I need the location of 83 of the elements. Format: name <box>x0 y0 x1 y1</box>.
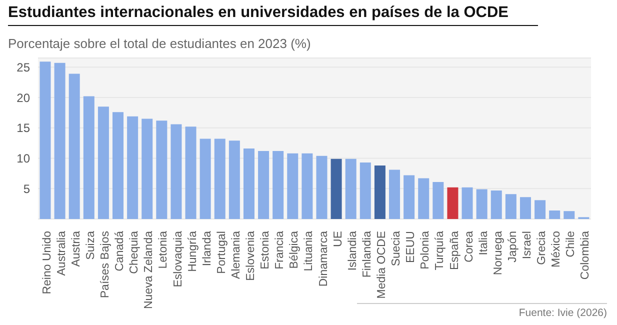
chart-title: Estudiantes internacionales en universidades en países de la OCDE <box>8 4 538 26</box>
bar <box>360 162 371 219</box>
x-tick-label: Lituania <box>303 230 316 272</box>
bar <box>170 124 182 219</box>
x-tick-label: Austria <box>70 230 82 267</box>
bar <box>258 150 270 219</box>
x-tick-label: Suiza <box>84 230 97 260</box>
bar <box>534 200 546 219</box>
x-tick-label: Hungría <box>186 230 199 272</box>
x-tick-label: Eslovenia <box>245 230 258 281</box>
y-tick-label: 10 <box>16 152 30 166</box>
x-tick-label: Suecia <box>390 230 403 266</box>
source-note: Fuente: Ivie (2026) <box>357 303 607 319</box>
x-tick-label: Grecia <box>536 230 548 265</box>
x-tick-label: Japón <box>506 231 519 262</box>
bar <box>302 153 313 219</box>
chart-subtitle: Porcentaje sobre el total de estudiantes en 2023 (%) <box>8 36 311 51</box>
x-tick-label: Finlandia <box>361 230 374 278</box>
bar <box>462 187 473 219</box>
x-tick-label: Bélgica <box>288 230 301 269</box>
bar <box>418 178 430 219</box>
bar <box>142 118 153 219</box>
x-tick-label: Francia <box>274 230 286 270</box>
x-tick-label: Italia <box>478 230 490 256</box>
bar <box>389 170 400 219</box>
bar <box>156 120 168 219</box>
x-tick-label: Eslovaquia <box>172 230 184 288</box>
y-tick-label: 5 <box>23 182 30 196</box>
y-tick-label: 15 <box>16 121 30 136</box>
x-tick-label: Irlanda <box>201 230 214 266</box>
bar <box>549 210 560 219</box>
bar <box>330 158 342 219</box>
y-tick-label: 25 <box>16 60 30 74</box>
bar <box>374 166 386 219</box>
x-tick-label: Media OCDE <box>376 230 388 299</box>
bar <box>564 211 575 219</box>
x-tick-label: España <box>448 230 461 270</box>
bar <box>228 140 240 219</box>
x-tick-label: Turquía <box>434 230 446 270</box>
bar <box>404 175 415 219</box>
bar <box>520 197 531 219</box>
bar <box>112 112 124 219</box>
bar <box>214 138 226 219</box>
bar <box>83 96 94 219</box>
bar <box>68 74 80 219</box>
x-tick-label: Chequia <box>128 230 141 274</box>
bar <box>127 116 138 219</box>
x-tick-label: Nueva Zelanda <box>143 230 156 309</box>
bar <box>490 190 502 219</box>
bar <box>185 126 196 219</box>
x-tick-label: Islandia <box>346 230 359 271</box>
x-tick-label: Polonia <box>420 230 432 270</box>
x-tick-label: EEUU <box>405 231 418 263</box>
x-tick-label: Noruega <box>492 230 504 276</box>
y-tick-label: 20 <box>16 90 30 105</box>
bar <box>54 62 66 219</box>
x-tick-label: Alemania <box>230 230 242 279</box>
x-tick-label: Portugal <box>216 231 228 274</box>
bar <box>432 182 444 219</box>
bar <box>200 138 211 219</box>
x-tick-label: México <box>550 231 563 268</box>
x-tick-label: Países Bajos <box>99 230 112 298</box>
x-tick-label: Corea <box>463 230 476 262</box>
bar <box>272 150 284 219</box>
x-tick-label: Australia <box>56 230 68 276</box>
x-tick-label: Dinamarca <box>318 230 330 287</box>
x-tick-label: Letonia <box>158 230 170 269</box>
bar <box>505 194 516 219</box>
x-tick-label: Chile <box>565 231 578 258</box>
x-tick-label: UE <box>332 230 344 247</box>
bar <box>40 62 51 219</box>
x-tick-label: Estonia <box>260 230 272 270</box>
bar <box>243 148 254 219</box>
x-tick-label: Israel <box>522 231 534 260</box>
bar <box>316 156 328 219</box>
x-tick-label: Canadá <box>114 230 126 272</box>
bar <box>447 187 458 219</box>
bar <box>476 189 488 219</box>
bar <box>98 106 109 219</box>
x-tick-label: Reino Unido <box>41 231 54 294</box>
bar <box>287 153 298 219</box>
bar <box>345 158 356 219</box>
x-tick-label: Colombia <box>580 230 592 280</box>
